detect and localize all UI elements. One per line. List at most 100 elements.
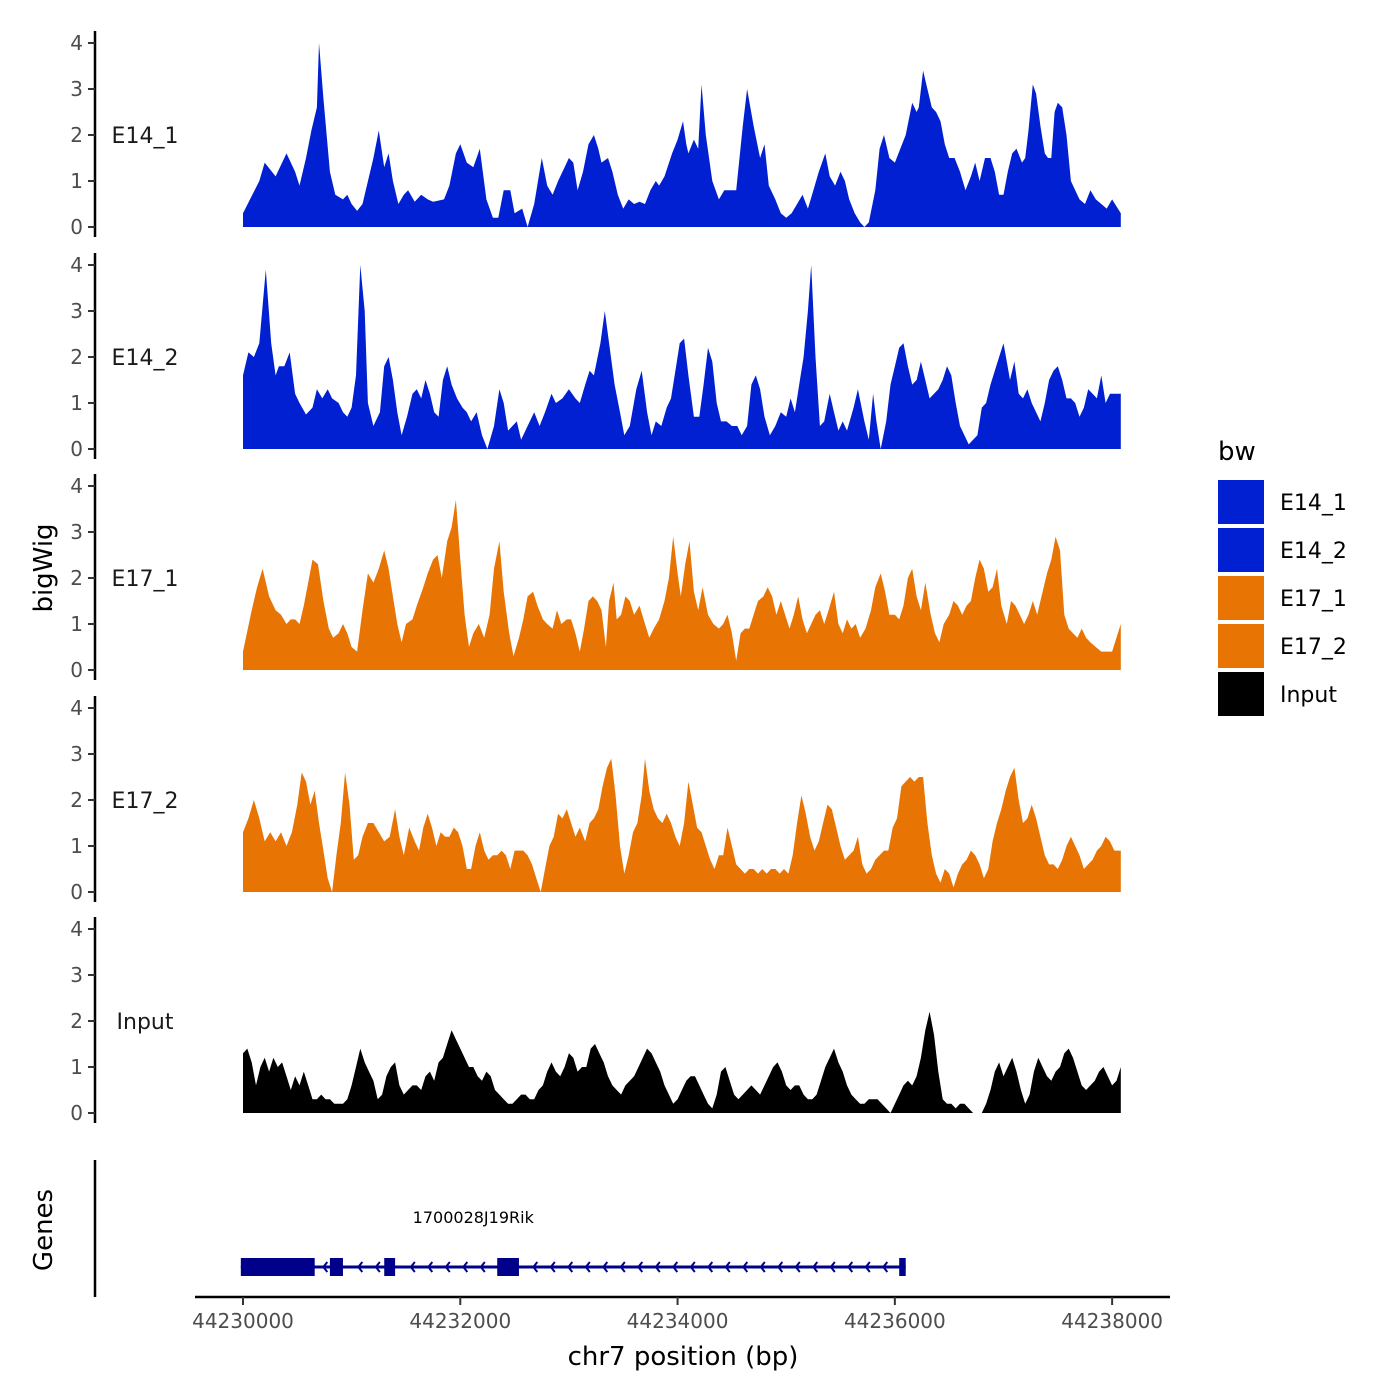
strand-arrow <box>672 1261 679 1273</box>
legend-swatch <box>1218 624 1264 668</box>
legend-label: E14_1 <box>1280 491 1347 516</box>
gene-exon <box>329 1258 343 1276</box>
strand-arrow <box>794 1261 801 1273</box>
y-tick-label: 3 <box>70 77 83 101</box>
genes-axis-title: Genes <box>29 1189 59 1271</box>
strand-arrow <box>479 1261 486 1273</box>
strand-arrow <box>567 1261 574 1273</box>
strand-arrow <box>602 1261 609 1273</box>
y-tick-label: 4 <box>70 253 83 277</box>
strand-arrow <box>724 1261 731 1273</box>
strand-arrow <box>742 1261 749 1273</box>
gene-exon <box>899 1258 906 1276</box>
strand-arrow <box>759 1261 766 1273</box>
y-tick-label: 0 <box>70 880 83 904</box>
y-tick-label: 3 <box>70 299 83 323</box>
y-tick-label: 0 <box>70 437 83 461</box>
strand-arrow <box>812 1261 819 1273</box>
y-tick-label: 0 <box>70 658 83 682</box>
track-e14-2: 0 1 2 3 4 E14_2 <box>70 253 1121 461</box>
strand-arrow <box>584 1261 591 1273</box>
strand-arrow <box>462 1261 469 1273</box>
y-tick-label: 1 <box>70 169 83 193</box>
strand-arrow <box>357 1261 364 1273</box>
area-e14-2 <box>243 265 1121 449</box>
track-input: 0 1 2 3 4 Input <box>70 917 1121 1125</box>
area-e14-1 <box>243 43 1121 227</box>
legend-swatch <box>1218 528 1264 572</box>
y-tick-label: 1 <box>70 1055 83 1079</box>
y-tick-label: 4 <box>70 917 83 941</box>
y-tick-label: 4 <box>70 474 83 498</box>
area-e17-2 <box>243 758 1121 892</box>
strand-arrow <box>847 1261 854 1273</box>
strand-arrow <box>549 1261 556 1273</box>
legend-swatch <box>1218 576 1264 620</box>
strand-arrow <box>322 1261 329 1273</box>
y-tick-label: 1 <box>70 834 83 858</box>
y-tick-label: 4 <box>70 31 83 55</box>
x-tick-label: 44232000 <box>409 1309 511 1333</box>
x-tick-label: 44230000 <box>192 1309 294 1333</box>
x-tick-label: 44238000 <box>1061 1309 1163 1333</box>
strand-arrow <box>829 1261 836 1273</box>
track-e14-1: 0 1 2 3 4 E14_1 <box>70 31 1121 239</box>
track-e17-2: 0 1 2 3 4 E17_2 <box>70 696 1121 904</box>
track-label: E17_2 <box>112 789 179 814</box>
strand-arrow <box>864 1261 871 1273</box>
y-tick-label: 3 <box>70 963 83 987</box>
track-label: E17_1 <box>112 567 179 592</box>
y-tick-label: 3 <box>70 520 83 544</box>
y-tick-label: 2 <box>70 123 83 147</box>
tracks: 0 1 2 3 4 E14_1 0 1 2 3 4 E14_2 0 1 2 3 4 E17_1 0 1 2 3 4 E17_2… <box>70 31 1121 1125</box>
x-tick-label: 44234000 <box>627 1309 729 1333</box>
y-tick-label: 2 <box>70 1009 83 1033</box>
strand-arrow <box>637 1261 644 1273</box>
legend-title: bw <box>1218 437 1256 467</box>
x-axis: 44230000 44232000 44234000 44236000 44238000 <box>192 1295 1170 1333</box>
track-e17-1: 0 1 2 3 4 E17_1 <box>70 474 1121 682</box>
y-tick-label: 2 <box>70 566 83 590</box>
y-tick-label: 0 <box>70 215 83 239</box>
legend-swatch <box>1218 672 1264 716</box>
area-e17-1 <box>243 499 1121 670</box>
strand-arrow <box>427 1261 434 1273</box>
gene-name-label: 1700028J19Rik <box>413 1208 535 1227</box>
y-tick-label: 0 <box>70 1101 83 1125</box>
gene-exon <box>384 1258 396 1276</box>
track-label: E14_2 <box>112 346 179 371</box>
y-tick-label: 2 <box>70 345 83 369</box>
y-tick-label: 4 <box>70 696 83 720</box>
genes-track: 1700028J19Rik <box>93 1160 906 1297</box>
y-tick-label: 2 <box>70 788 83 812</box>
gene-exon <box>497 1258 519 1276</box>
y-axis-title: bigWig <box>29 523 59 612</box>
x-tick-label: 44236000 <box>844 1309 946 1333</box>
legend-label: E14_2 <box>1280 539 1347 564</box>
track-label: Input <box>117 1010 174 1035</box>
legend-label: Input <box>1280 683 1337 708</box>
y-tick-label: 1 <box>70 391 83 415</box>
legend-label: E17_2 <box>1280 635 1347 660</box>
strand-arrow <box>707 1261 714 1273</box>
strand-arrow <box>689 1261 696 1273</box>
y-tick-label: 3 <box>70 742 83 766</box>
legend: bw E14_1 E14_2 E17_1 E17_2 Input <box>1218 437 1347 716</box>
strand-arrow <box>409 1261 416 1273</box>
strand-arrow <box>654 1261 661 1273</box>
strand-arrow <box>619 1261 626 1273</box>
area-input <box>243 1011 1121 1113</box>
strand-arrow <box>882 1261 889 1273</box>
track-label: E14_1 <box>112 124 179 149</box>
legend-label: E17_1 <box>1280 587 1347 612</box>
strand-arrow <box>374 1261 381 1273</box>
strand-arrow <box>532 1261 539 1273</box>
strand-arrow <box>777 1261 784 1273</box>
gene-exon <box>240 1258 315 1276</box>
legend-swatch <box>1218 480 1264 524</box>
x-axis-title: chr7 position (bp) <box>568 1342 799 1372</box>
y-tick-label: 1 <box>70 612 83 636</box>
strand-arrow <box>444 1261 451 1273</box>
